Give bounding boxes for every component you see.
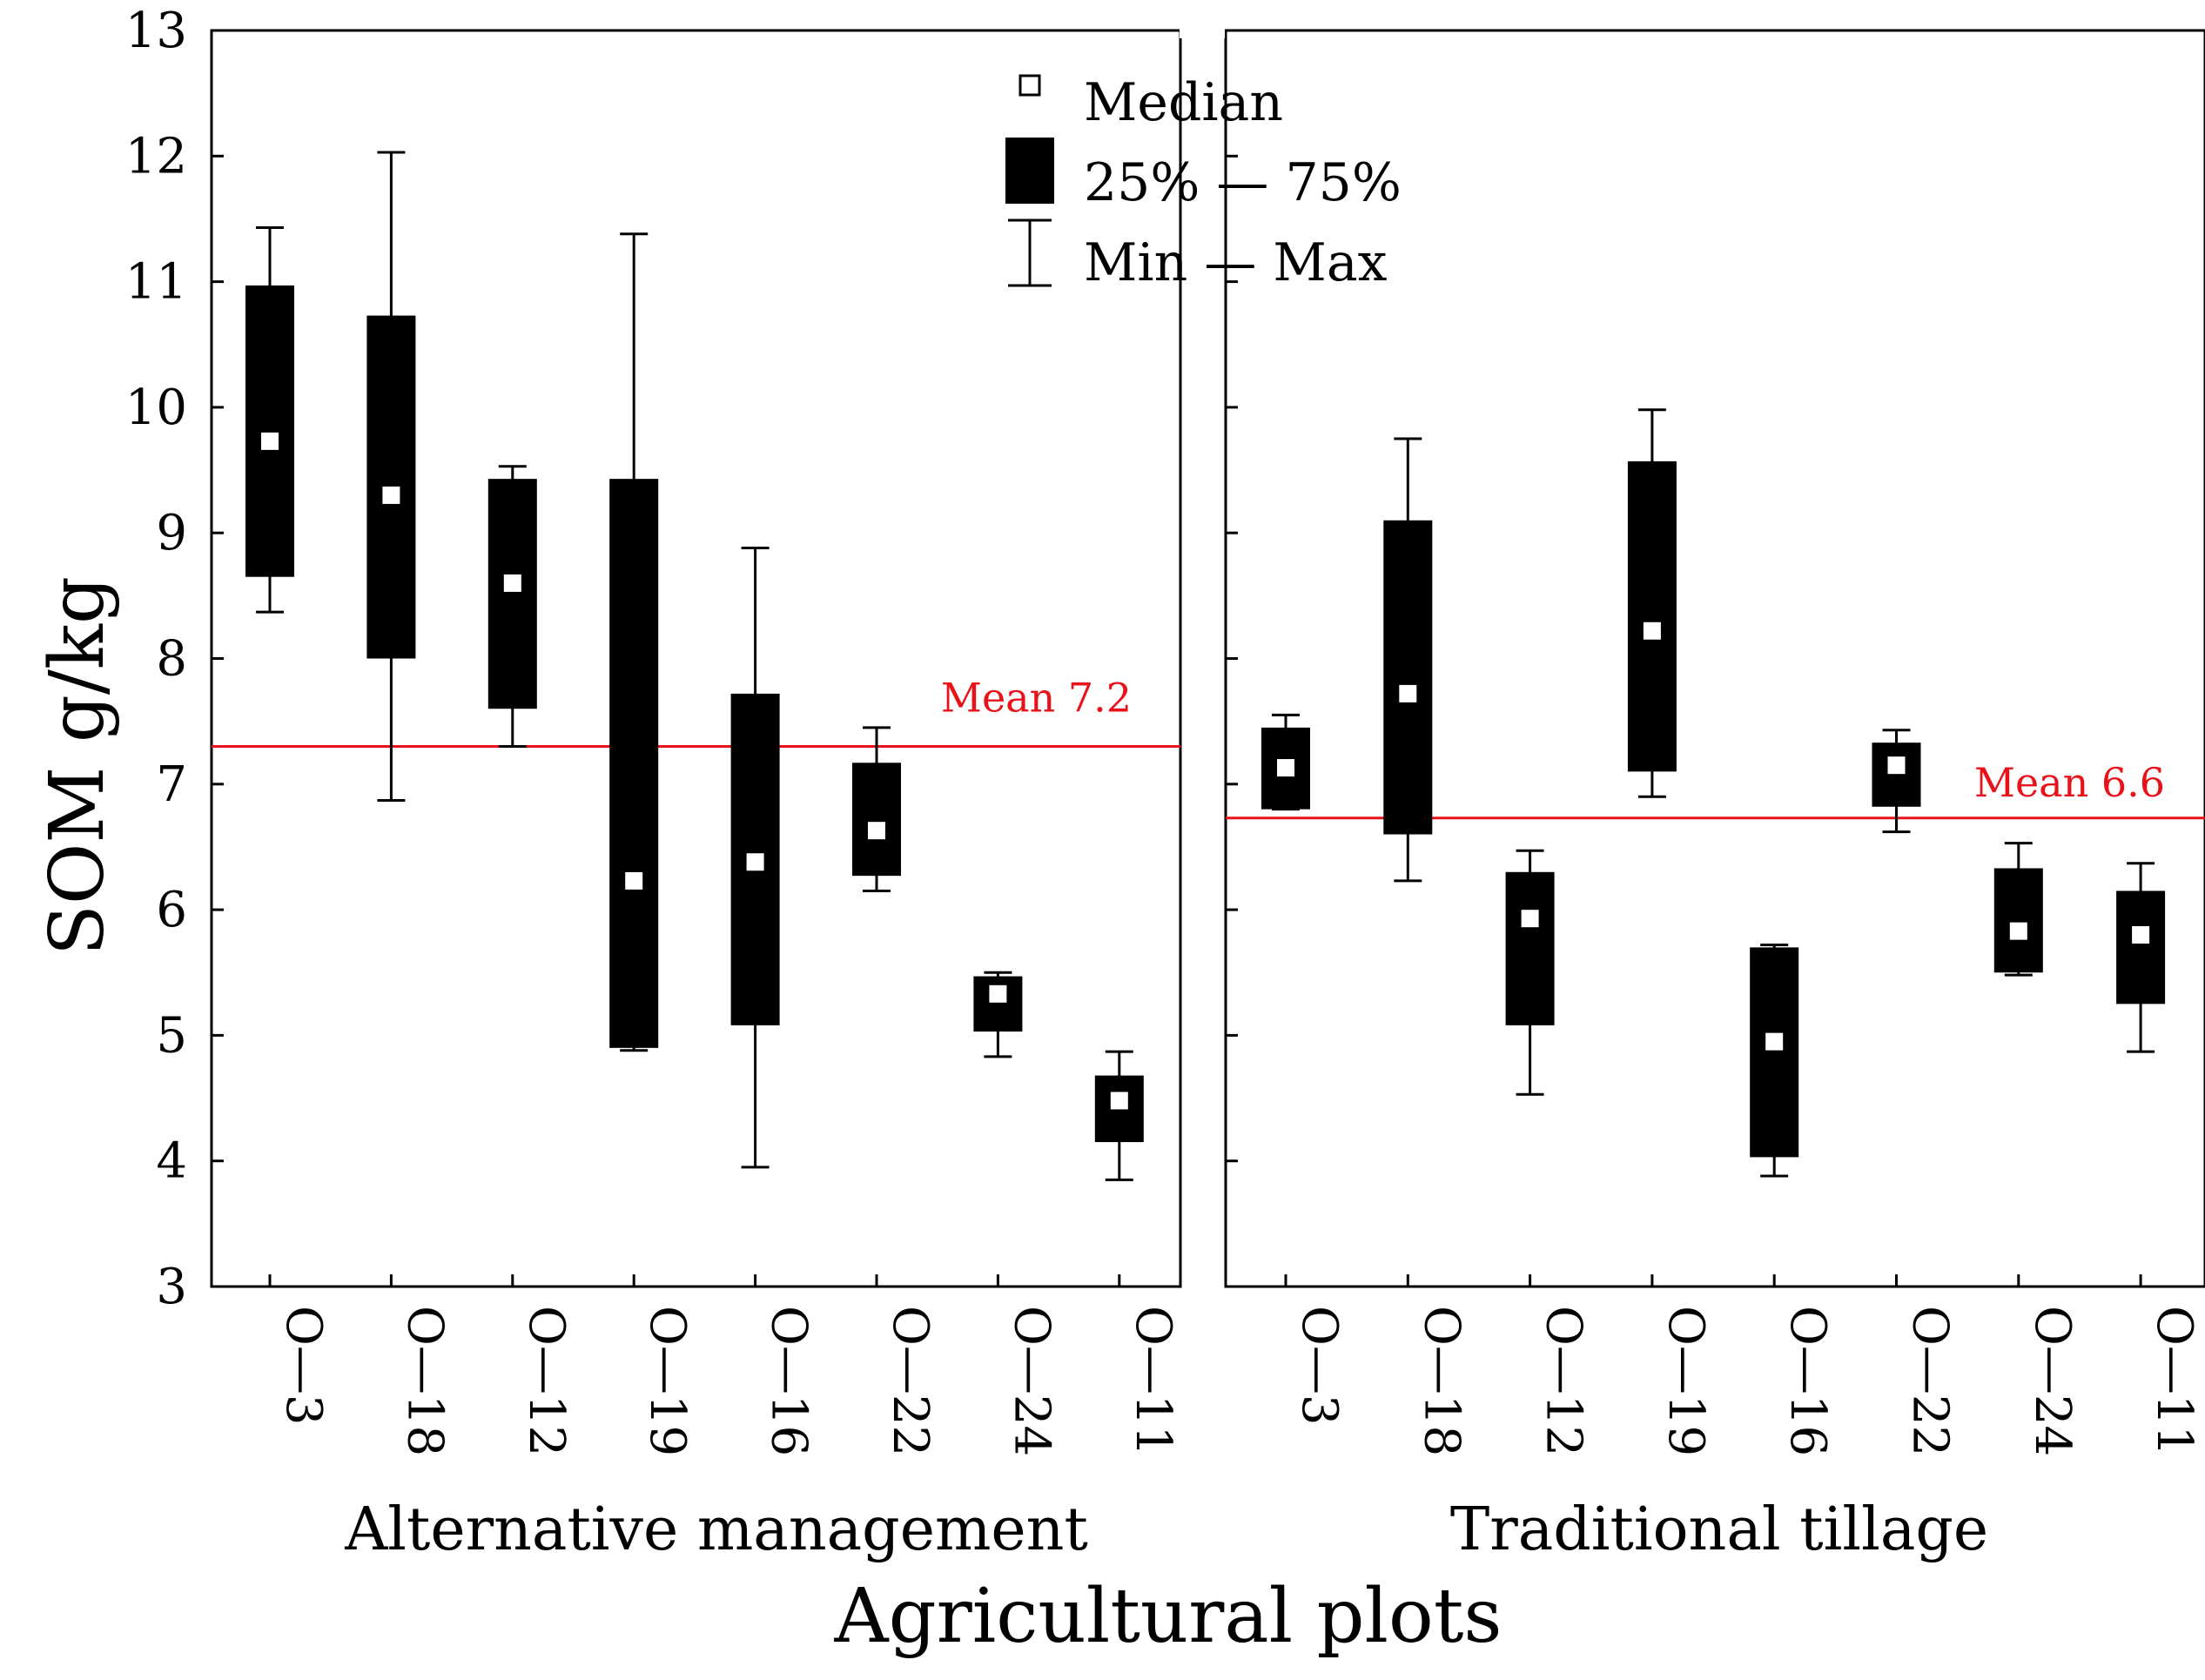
box-group: O—22 (852, 726, 938, 1456)
y-tick-label: 6 (156, 882, 187, 938)
iqr-box (1383, 520, 1433, 835)
box-group: O—18 (366, 151, 453, 1456)
y-tick-label: 8 (156, 631, 187, 688)
x-category-label: O—3 (1291, 1306, 1348, 1426)
x-category-label: O—11 (1125, 1306, 1181, 1456)
iqr-box (973, 976, 1023, 1032)
box-group: O—18 (1383, 437, 1469, 1456)
iqr-box (609, 479, 659, 1048)
iqr-box (1872, 743, 1921, 807)
median-marker (1765, 1032, 1784, 1051)
box-group: O—22 (1872, 729, 1959, 1456)
median-marker (1277, 759, 1294, 777)
y-tick-label: 12 (125, 128, 187, 185)
iqr-box (1750, 947, 1799, 1158)
median-marker (1521, 910, 1539, 928)
x-axis-title: Agricultural plots (833, 1573, 1502, 1660)
group-label: Alternative management (344, 1495, 1088, 1564)
y-tick-label: 13 (125, 3, 187, 59)
x-category-label: O—18 (1413, 1306, 1469, 1456)
x-category-label: O—16 (761, 1306, 817, 1456)
legend-median-label: Median (1084, 72, 1283, 133)
box-group: O—24 (973, 971, 1059, 1456)
y-tick-label: 11 (125, 254, 187, 311)
y-tick-label: 5 (156, 1007, 187, 1064)
median-marker (1887, 756, 1906, 775)
y-tick-label: 3 (156, 1259, 187, 1315)
x-category-label: O—18 (396, 1306, 453, 1456)
x-category-label: O—3 (275, 1306, 332, 1426)
iqr-box (1993, 868, 2043, 973)
x-category-label: O—24 (2024, 1306, 2081, 1456)
box-group: O—3 (245, 226, 332, 1426)
y-tick-label: 7 (156, 756, 187, 813)
median-marker (2009, 922, 2027, 940)
box-group: O—3 (1261, 713, 1348, 1426)
plot-panels: Mean 7.2 O—3 O—18 O—12 O—19 O—16 O—22 O—24 O—11 A… (212, 151, 2205, 1564)
panel-traditional: Mean 6.6 O—3 O—18 O—12 O—19 O—16 O—22 O—24 O—11 T… (1226, 408, 2205, 1564)
median-marker (382, 486, 400, 504)
box-group: O—24 (1993, 842, 2081, 1456)
median-marker (1110, 1092, 1128, 1110)
median-marker (746, 853, 764, 871)
y-axis: 3 4 5 6 7 8 9 10 11 12 13 (125, 3, 1238, 1315)
box-group: O—19 (609, 232, 696, 1456)
legend-box-label: 25% — 75% (1084, 152, 1402, 213)
median-marker (1399, 684, 1417, 702)
median-marker (261, 432, 279, 450)
y-tick-label: 9 (156, 505, 187, 561)
panel-frame-traditional (1224, 29, 2205, 1288)
median-marker (1643, 622, 1661, 640)
median-marker (868, 822, 885, 840)
y-axis-title: SOM g/kg (34, 576, 121, 956)
x-category-label: O—19 (1657, 1306, 1714, 1456)
y-tick-label: 4 (156, 1133, 187, 1190)
x-category-label: O—12 (518, 1306, 575, 1456)
x-category-label: O—19 (639, 1306, 696, 1456)
iqr-box (2116, 890, 2166, 1005)
iqr-box (487, 479, 537, 709)
mean-label: Mean 7.2 (941, 675, 1132, 722)
panel-frame-alternative (210, 29, 1182, 1288)
x-category-label: O—11 (2146, 1306, 2202, 1456)
median-marker (625, 871, 643, 890)
median-marker (503, 574, 521, 592)
mean-label: Mean 6.6 (1974, 759, 2165, 806)
group-label: Traditional tillage (1450, 1495, 1988, 1564)
box-group: O—16 (1750, 944, 1836, 1456)
legend: Median 25% — 75% Min — Max (1005, 72, 1402, 293)
box-group: O—11 (2116, 862, 2202, 1456)
iqr-box (1505, 871, 1555, 1025)
x-category-label: O—22 (882, 1306, 938, 1456)
median-marker (989, 984, 1007, 1003)
box-group: O—11 (1094, 1050, 1181, 1456)
iqr-box (852, 763, 901, 877)
x-category-label: O—22 (1902, 1306, 1959, 1456)
box-group: O—12 (487, 465, 575, 1456)
legend-median-marker (1018, 74, 1041, 97)
box-group: O—16 (730, 547, 817, 1456)
iqr-box (1627, 460, 1677, 772)
x-category-label: O—16 (1779, 1306, 1836, 1456)
legend-box-marker (1005, 138, 1054, 204)
panel-alternative: Mean 7.2 O—3 O—18 O—12 O—19 O—16 O—22 O—24 O—11 A… (212, 151, 1181, 1564)
axis-break (1180, 17, 1225, 38)
box-group: O—19 (1627, 408, 1714, 1456)
x-category-label: O—24 (1003, 1306, 1059, 1456)
median-marker (2132, 925, 2150, 944)
x-category-label: O—12 (1536, 1306, 1592, 1456)
legend-minmax-label: Min — Max (1084, 232, 1388, 293)
iqr-box (245, 285, 294, 577)
y-tick-label: 10 (125, 380, 187, 436)
box-group: O—12 (1505, 849, 1592, 1456)
